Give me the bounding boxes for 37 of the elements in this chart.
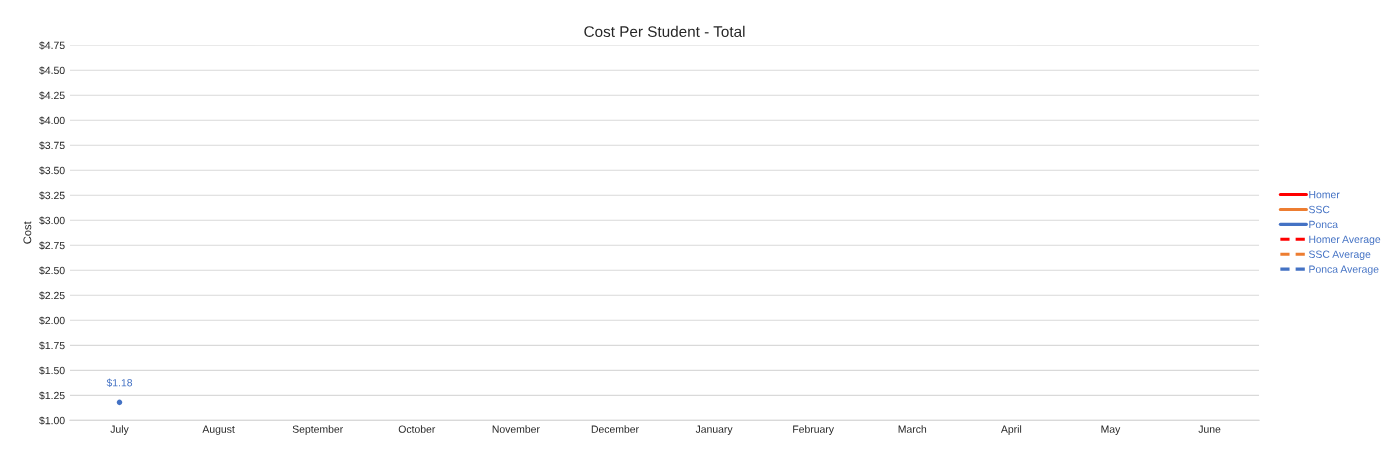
y-tick-label: $1.75 [39, 341, 65, 350]
y-tick-label: $3.25 [39, 191, 65, 200]
y-tick-label: $3.50 [39, 166, 65, 175]
y-tick-label: $2.25 [39, 291, 65, 300]
legend-label: Ponca [1309, 220, 1339, 229]
y-tick-label: $2.50 [39, 266, 65, 275]
legend-label: Homer [1309, 191, 1340, 199]
y-tick-label: $1.50 [39, 366, 65, 375]
x-tick-label: April [1000, 425, 1022, 435]
x-tick-label: February [793, 425, 834, 435]
y-tick-label: $2.00 [39, 316, 65, 325]
x-tick-label: December [591, 425, 639, 433]
legend-label: SSC Average [1308, 250, 1371, 261]
x-tick-label: November [492, 425, 540, 433]
y-tick-label: $2.75 [39, 241, 65, 250]
x-tick-label: August [202, 425, 235, 435]
data-label: $1.18 [106, 378, 133, 388]
legend-label: Homer Average [1309, 235, 1381, 246]
y-axis-title: Cost [23, 221, 32, 244]
x-tick-label: March [898, 425, 927, 433]
chart-title: Cost Per Student - Total [584, 25, 745, 38]
y-tick-label: $3.00 [39, 216, 65, 225]
y-tick-label: $4.25 [39, 91, 65, 100]
x-tick-label: January [695, 425, 733, 435]
x-tick-label: October [398, 425, 436, 433]
legend-label: SSC [1308, 205, 1330, 214]
x-tick-label: June [1198, 425, 1221, 433]
y-tick-label: $1.25 [39, 391, 65, 400]
y-tick-label: $4.00 [39, 116, 65, 125]
legend-label: Ponca Average [1309, 265, 1379, 275]
x-tick-label: May [1101, 425, 1121, 435]
y-tick-label: $3.75 [39, 141, 65, 150]
y-tick-label: $4.50 [39, 66, 65, 75]
y-tick-label: $1.00 [39, 416, 65, 425]
y-tick-label: $4.75 [39, 41, 65, 50]
x-tick-label: September [292, 425, 343, 435]
x-tick-label: July [110, 425, 129, 435]
